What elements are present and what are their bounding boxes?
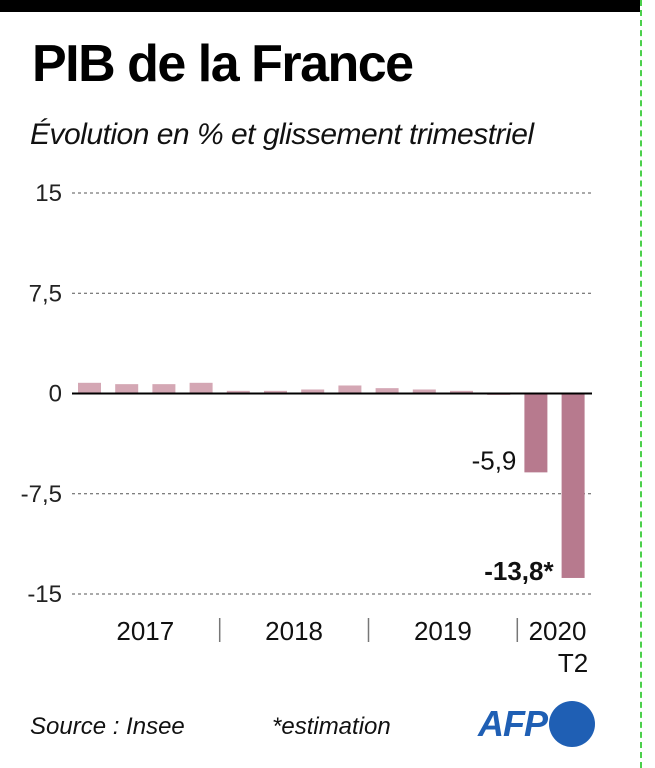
- x-category-2017: 2017: [116, 616, 174, 646]
- chart-subtitle: Évolution en % et glissement trimestriel: [30, 118, 534, 151]
- y-tick-label: 15: [35, 180, 62, 207]
- bar-2017-t1: [78, 382, 101, 394]
- data-labels: -5,9 -13,8*: [472, 445, 555, 586]
- data-label-12: -5,9: [472, 445, 517, 475]
- bar-2020-t1: [524, 393, 548, 473]
- y-tick-label: 0: [49, 381, 62, 408]
- top-rule: [0, 0, 640, 12]
- bar-2019-t2: [412, 389, 436, 394]
- bar-2018-t3: [301, 389, 325, 394]
- bar-chart: 15 7,5 0 -7,5 -15 -5,9 -13,8* 2017 2018 2019 202…: [21, 180, 592, 678]
- data-label-13: -13,8*: [484, 556, 554, 586]
- bars: [78, 382, 585, 578]
- bar-2018-t4: [338, 385, 362, 394]
- afp-logo-text: AFP: [478, 703, 548, 744]
- bar-2019-t1: [375, 388, 399, 394]
- bar-2018-t1: [226, 390, 250, 394]
- y-axis-ticks: 15 7,5 0 -7,5 -15: [21, 180, 62, 608]
- bar-2019-t3: [450, 390, 473, 394]
- y-tick-label: -15: [27, 581, 62, 608]
- x-category-2018: 2018: [265, 616, 323, 646]
- afp-logo-dot-icon: [549, 701, 595, 747]
- gridlines: [72, 192, 592, 595]
- afp-logo: AFP: [478, 701, 595, 747]
- y-tick-label: -7,5: [21, 481, 62, 508]
- bar-2017-t4: [189, 382, 213, 394]
- bar-2017-t2: [115, 384, 139, 394]
- y-tick-label: 7,5: [29, 280, 62, 307]
- bar-2018-t2: [264, 390, 287, 394]
- x-subcategory-T2: T2: [558, 648, 588, 678]
- bar-2020-t2: [561, 393, 585, 578]
- source-note: Source : Insee: [30, 713, 185, 740]
- page-edge-guide: [640, 0, 642, 768]
- x-category-2019: 2019: [414, 616, 472, 646]
- estimation-note: *estimation: [272, 713, 391, 740]
- x-category-2020: 2020: [529, 616, 587, 646]
- chart-title: PIB de la France: [32, 35, 414, 93]
- bar-2017-t3: [152, 384, 176, 394]
